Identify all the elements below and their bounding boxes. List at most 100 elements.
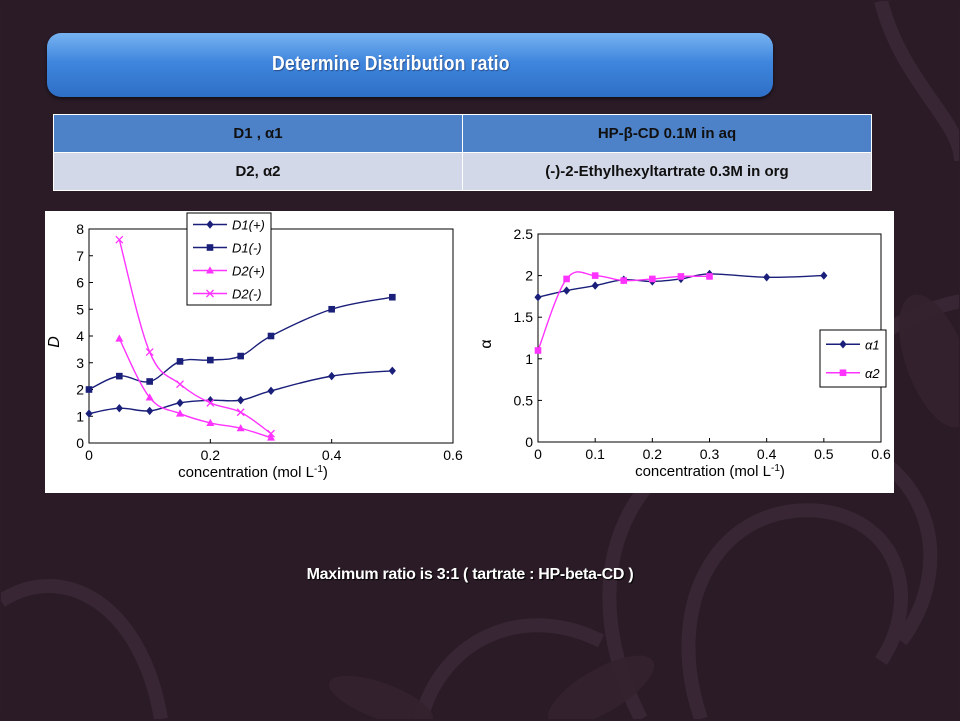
- table-cell: (-)-2-Ethylhexyltartrate 0.3M in org: [462, 152, 872, 191]
- data-point: [176, 409, 184, 417]
- data-point: [562, 286, 571, 295]
- chart-2: 0 0.5 1 1.5 2 2.5 0 0.1 0.2 0.3 0.4 0.5 0.6 concentra…: [478, 226, 891, 480]
- y-tick-label: 0: [76, 435, 84, 451]
- conclusion-text: Maximum ratio is 3:1 ( tartrate : HP-bet…: [306, 566, 634, 583]
- data-point: [388, 366, 396, 375]
- legend-marker: [206, 244, 214, 251]
- y-tick-label: 0.5: [514, 392, 534, 408]
- legend-label: D1(-): [232, 241, 262, 256]
- series-D1(-): [85, 293, 396, 393]
- data-point: [763, 273, 771, 282]
- legend-box: [186, 212, 272, 306]
- data-point-stroke: [145, 348, 154, 357]
- table-cell: D2, α2: [53, 152, 463, 191]
- data-point: [206, 418, 215, 426]
- data-point: [563, 275, 570, 283]
- x-tick-label: 0.1: [585, 446, 605, 462]
- series-D1(+): [85, 366, 396, 418]
- data-point: [145, 393, 154, 401]
- x-tick-label: 0.5: [814, 446, 834, 462]
- series-α2: [534, 271, 713, 354]
- data-point: [267, 429, 275, 438]
- y-tick-label: 7: [76, 248, 84, 264]
- data-point: [115, 334, 124, 342]
- table-row: D1 , α1 HP-β-CD 0.1M in aq: [53, 114, 872, 153]
- y-axis-label: D: [46, 336, 63, 348]
- data-point: [328, 305, 335, 313]
- data-point: [591, 272, 599, 279]
- data-point: [176, 380, 184, 389]
- data-point-stroke: [206, 398, 215, 407]
- legend: D1(+) D1(-) D2(+) D2(-): [186, 212, 272, 306]
- x-tick-label: 0.2: [643, 446, 663, 462]
- data-point-stroke: [236, 408, 245, 417]
- data-point: [649, 275, 656, 283]
- table-cell: D1 , α1: [53, 114, 463, 153]
- data-point-stroke: [115, 235, 124, 244]
- y-tick-label: 0: [525, 434, 533, 450]
- series-line: [88, 296, 393, 391]
- data-point-stroke: [176, 380, 184, 389]
- y-tick-label: 8: [76, 221, 84, 237]
- table-row: D2, α2 (-)-2-Ethylhexyltartrate 0.3M in …: [53, 152, 872, 191]
- x-tick-label: 0.4: [757, 446, 777, 462]
- data-point: [206, 398, 215, 407]
- data-point: [820, 271, 828, 280]
- data-point: [146, 406, 154, 416]
- data-point: [267, 433, 275, 441]
- data-point: [236, 408, 245, 417]
- title-banner: Determine Distribution ratio: [47, 33, 773, 97]
- data-point: [145, 348, 154, 357]
- x-tick-label: 0.6: [871, 446, 891, 462]
- conditions-table: D1 , α1 HP-β-CD 0.1M in aq D2, α2 (-)-2-…: [53, 114, 872, 191]
- legend-marker-stroke: [206, 289, 214, 298]
- legend-label: D1(+): [232, 218, 265, 233]
- chart-1: 0 1 2 3 4 5 6 7 8 0 0.2 0.4 0.6 concentration (mol L-…: [46, 212, 463, 482]
- y-tick-label: 1.5: [514, 309, 534, 325]
- data-point: [267, 332, 275, 340]
- data-point: [207, 356, 214, 364]
- series-D2(-): [115, 235, 275, 438]
- y-tick-label: 6: [76, 275, 84, 291]
- data-point: [237, 396, 245, 405]
- y-tick-label: 5: [76, 301, 84, 317]
- x-tick-label: 0.3: [700, 446, 720, 462]
- x-tick-label: 0.2: [201, 447, 221, 463]
- x-axis-label: concentration (mol L-1): [178, 464, 328, 482]
- data-point: [176, 358, 184, 365]
- y-axis-label: α: [478, 339, 495, 348]
- data-point: [85, 409, 93, 418]
- data-point: [115, 235, 124, 244]
- data-point: [591, 281, 599, 290]
- data-point: [237, 352, 244, 360]
- slide-title: Determine Distribution ratio: [272, 53, 510, 75]
- data-point: [677, 273, 685, 280]
- data-point: [85, 386, 93, 393]
- y-tick-label: 1: [76, 408, 84, 424]
- data-point: [176, 398, 184, 408]
- legend-marker: [206, 266, 214, 274]
- data-point: [620, 277, 628, 284]
- data-point: [534, 293, 542, 302]
- y-tick-label: 1: [525, 351, 533, 367]
- data-point: [236, 424, 245, 432]
- series-D2(+): [115, 334, 275, 441]
- legend-marker: [839, 340, 847, 349]
- data-point: [328, 371, 336, 381]
- charts-svg: 0 1 2 3 4 5 6 7 8 0 0.2 0.4 0.6 concentration (mol L-…: [46, 212, 891, 482]
- legend-label: D2(-): [232, 287, 262, 302]
- x-tick-label: 0.6: [443, 447, 463, 463]
- legend-label: α2: [865, 366, 880, 381]
- data-point: [389, 293, 396, 301]
- y-tick-label: 4: [76, 328, 84, 344]
- series-line: [88, 370, 393, 415]
- data-point: [146, 378, 153, 385]
- legend: α1 α2: [819, 329, 887, 388]
- data-point-stroke: [267, 429, 275, 438]
- data-point: [116, 372, 123, 380]
- y-tick-label: 2: [525, 268, 533, 284]
- legend-marker: [206, 289, 214, 298]
- data-point: [267, 386, 275, 396]
